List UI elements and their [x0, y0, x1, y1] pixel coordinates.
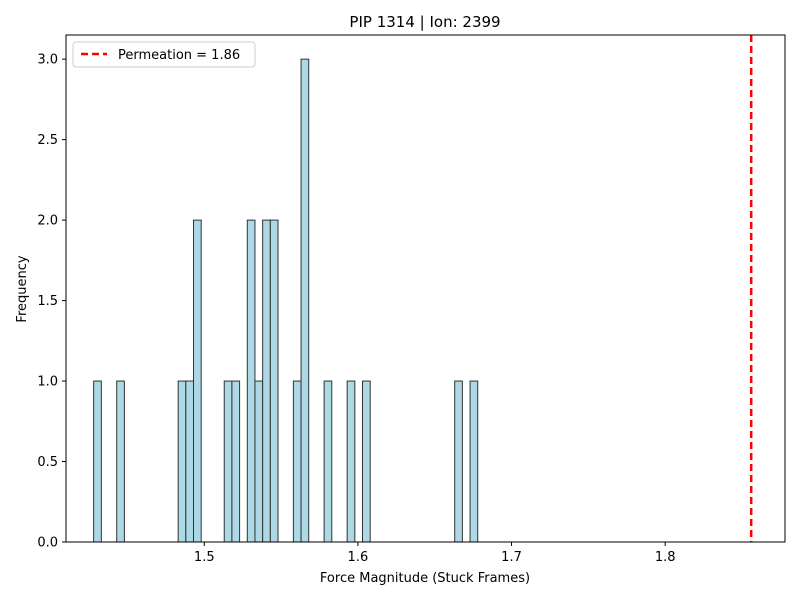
- x-tick-label: 1.8: [655, 550, 676, 565]
- histogram-bar: [246, 219, 256, 543]
- y-tick-label: 0.0: [37, 536, 58, 551]
- x-tick-label: 1.7: [501, 550, 522, 565]
- histogram-bar: [231, 380, 241, 543]
- y-tick-label: 3.0: [37, 53, 58, 68]
- legend-entry-label: Permeation = 1.86: [118, 48, 240, 63]
- legend: Permeation = 1.86: [72, 41, 256, 68]
- histogram-bar: [185, 380, 195, 543]
- y-tick-label: 1.0: [37, 375, 58, 390]
- y-tick-label: 2.0: [37, 214, 58, 229]
- y-tick-label: 1.5: [37, 294, 58, 309]
- y-axis-ticks: 0.0 0.5 1.0 1.5 2.0 2.5 3.0: [37, 53, 66, 551]
- histogram-bar: [454, 380, 463, 543]
- histogram-bar: [300, 58, 310, 543]
- x-tick-label: 1.5: [194, 550, 215, 565]
- histogram-bar: [254, 380, 264, 543]
- plot-frame: [65, 34, 786, 543]
- histogram-bar: [269, 219, 279, 543]
- histogram-bar: [323, 380, 333, 543]
- histogram-bar: [469, 380, 479, 543]
- y-axis-label: Frequency: [15, 255, 30, 322]
- x-tick-label: 1.6: [348, 550, 369, 565]
- x-axis-ticks: 1.5 1.6 1.7 1.8: [194, 542, 676, 565]
- histogram-bar: [223, 380, 233, 543]
- y-tick-label: 2.5: [37, 133, 58, 148]
- chart-title: PIP 1314 | Ion: 2399: [349, 13, 500, 31]
- x-axis-label: Force Magnitude (Stuck Frames): [320, 571, 530, 586]
- y-tick-label: 0.5: [37, 455, 58, 470]
- histogram-bar: [346, 380, 356, 543]
- histogram-bar: [116, 380, 125, 543]
- histogram-bar: [262, 219, 271, 543]
- histogram-bar: [177, 380, 187, 543]
- histogram-bar: [93, 380, 102, 543]
- histogram-bar: [292, 380, 302, 543]
- histogram-bar: [193, 219, 202, 543]
- histogram-bar: [362, 380, 371, 543]
- legend-box: [72, 41, 256, 68]
